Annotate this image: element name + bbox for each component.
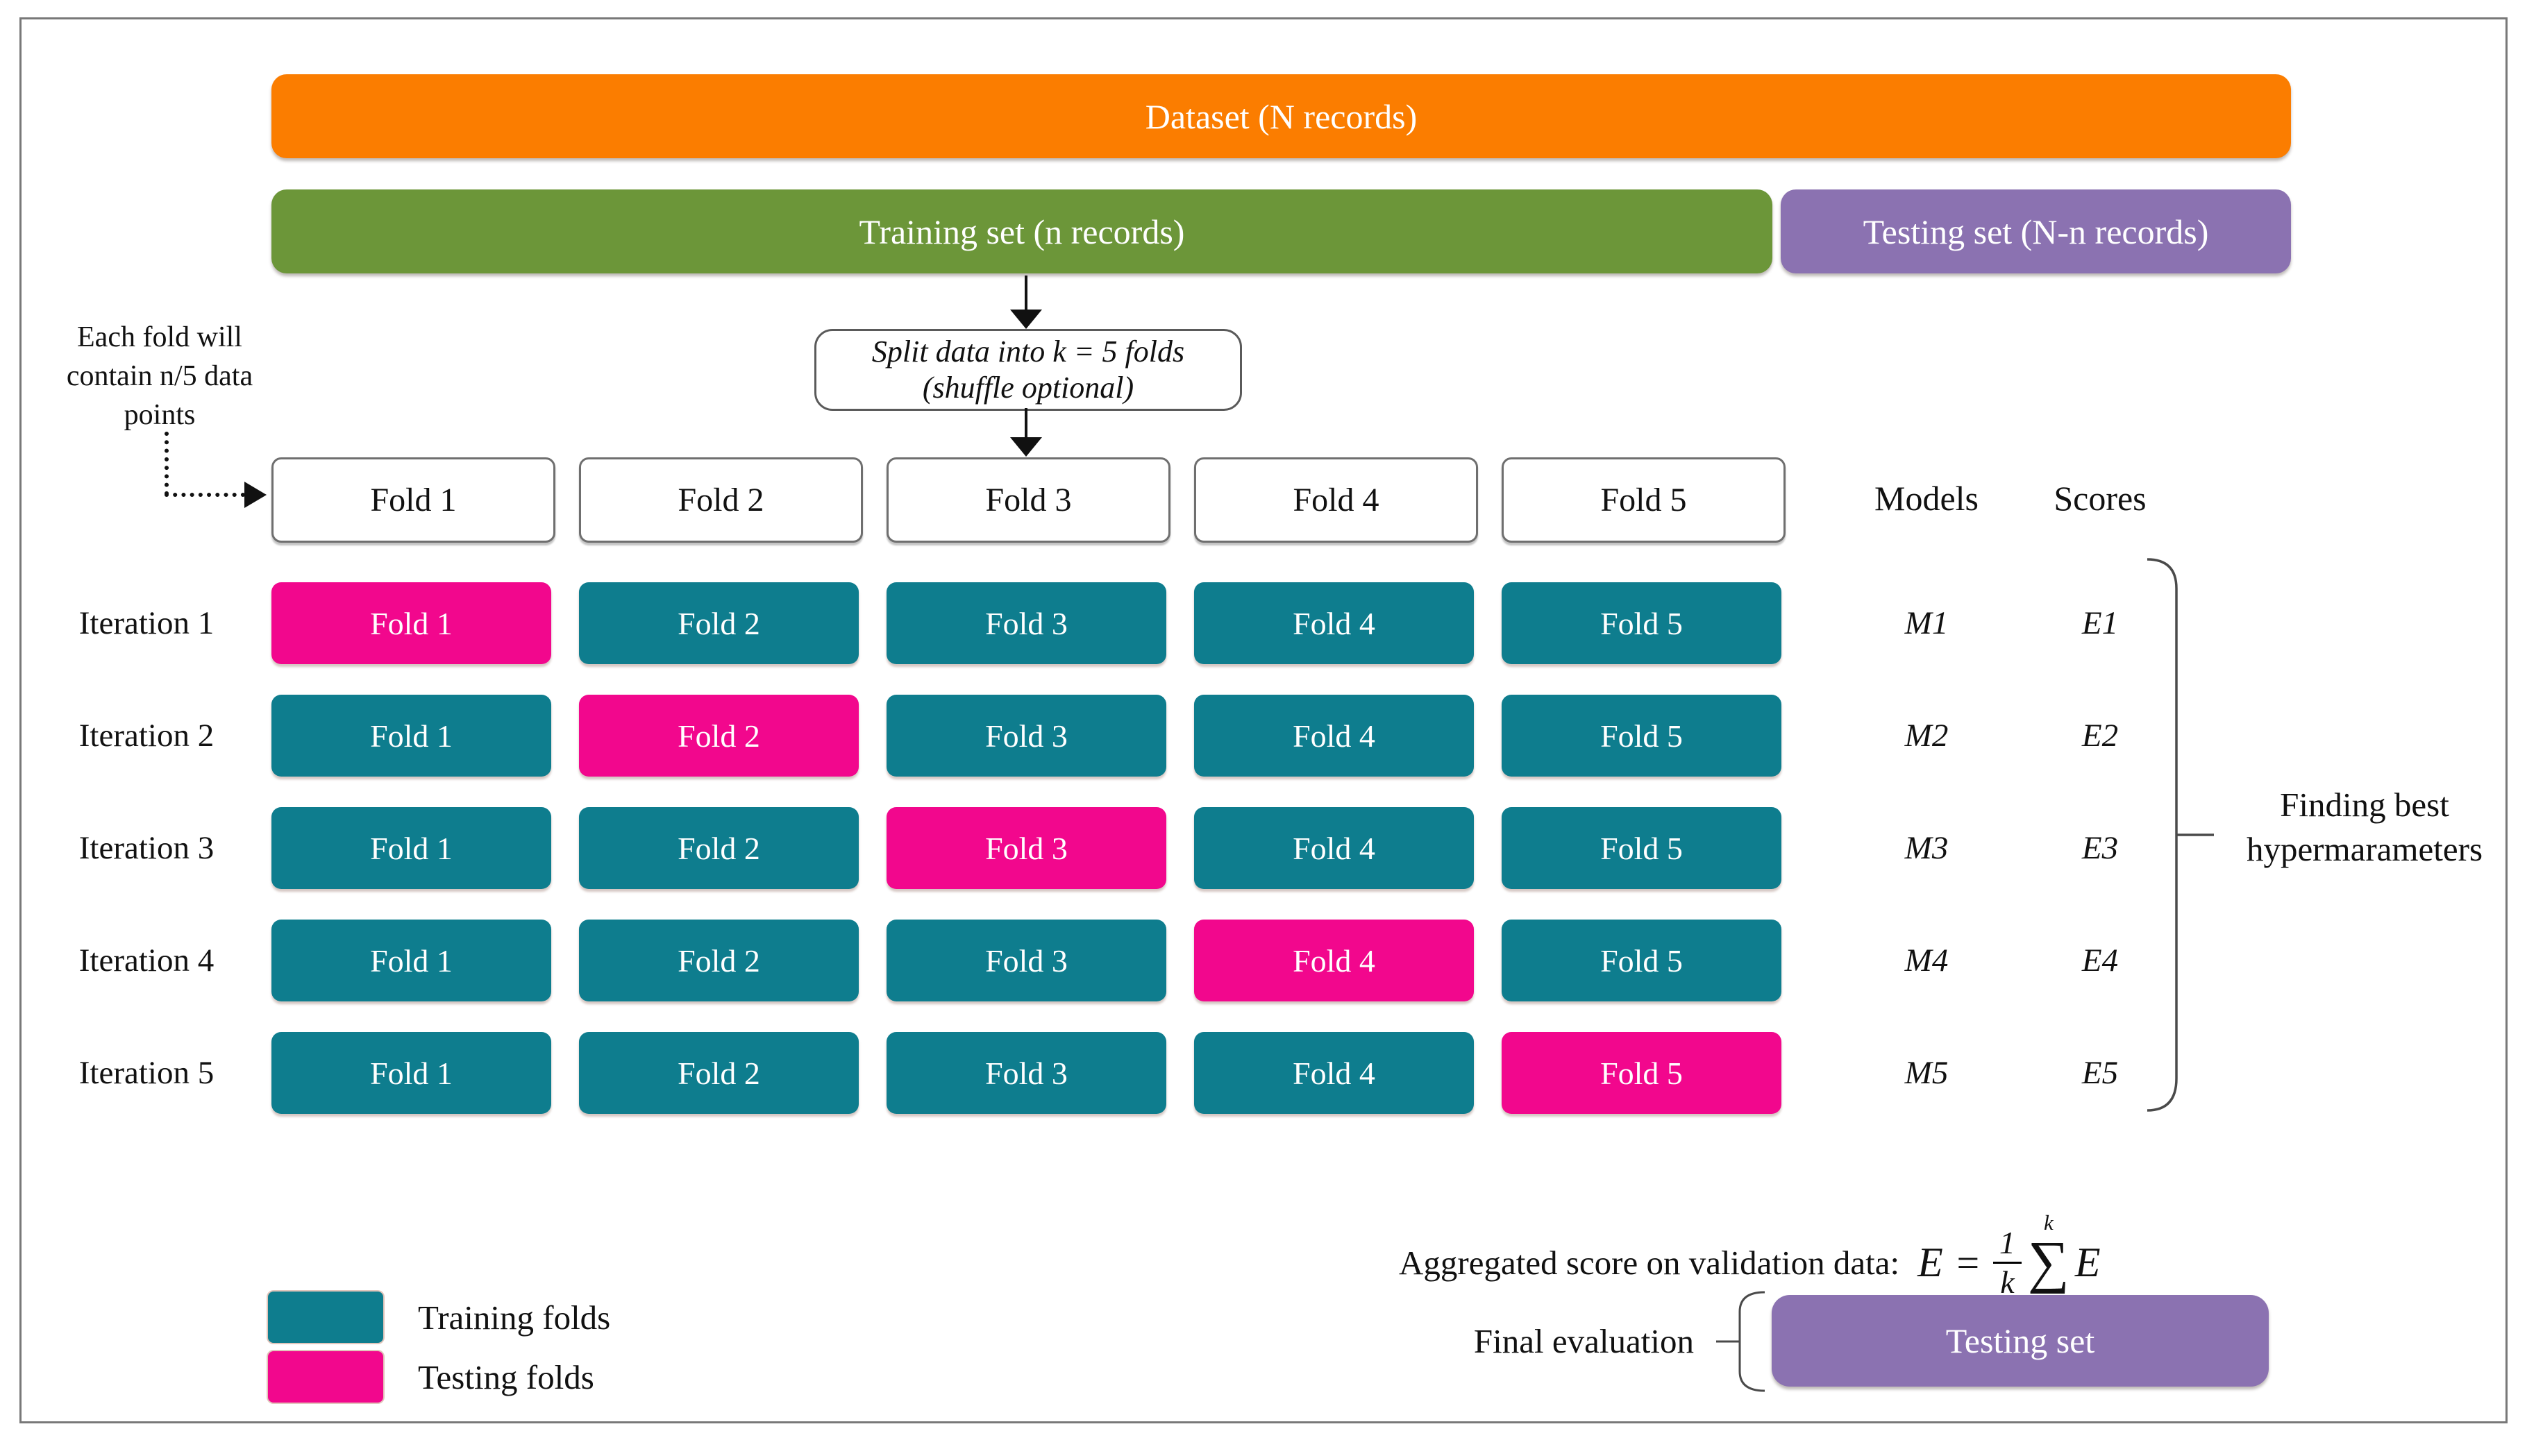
iter1-fold4-cell: Fold 4 <box>1194 582 1474 664</box>
iter3-score: E3 <box>2081 830 2119 866</box>
formula-equals: = <box>1954 1239 1981 1285</box>
iter5-fold3-cell: Fold 3 <box>887 1032 1166 1114</box>
iter5-score: E5 <box>2081 1055 2119 1091</box>
fold-header-4: Fold 4 <box>1194 457 1478 543</box>
iteration-3-label: Iteration 3 <box>78 830 215 866</box>
final-testing-set-box: Testing set <box>1772 1295 2269 1387</box>
arrow-training-to-split-line <box>1025 276 1027 310</box>
iter4-fold3-cell: Fold 3 <box>887 920 1166 1001</box>
fold-header-1: Fold 1 <box>271 457 555 543</box>
fold-header-5: Fold 5 <box>1502 457 1786 543</box>
iteration-2-label: Iteration 2 <box>78 718 215 754</box>
arrow-split-to-folds-line <box>1025 408 1027 439</box>
figure-border <box>19 17 2508 1423</box>
fold-header-2-label: Fold 2 <box>678 482 764 518</box>
iter1-score: E1 <box>2081 605 2119 641</box>
scores-column-header: Scores <box>2054 478 2147 518</box>
iter2-score: E2 <box>2081 718 2119 754</box>
fraction-numerator: 1 <box>1999 1224 2015 1260</box>
arrow-split-to-folds-head <box>1010 437 1042 457</box>
iter2-fold4-cell: Fold 4 <box>1194 695 1474 777</box>
iter5-fold4-cell: Fold 4 <box>1194 1032 1474 1114</box>
testing-set-bar: Testing set (N-n records) <box>1781 189 2291 273</box>
models-column-header: Models <box>1874 478 1979 518</box>
split-step-box: Split data into k = 5 folds (shuffle opt… <box>814 329 1242 411</box>
formula-term: E <box>2074 1239 2101 1285</box>
bracket-label-line2: hypermarameters <box>2246 830 2483 868</box>
bracket-label-line1: Finding best <box>2280 786 2449 824</box>
note-dotted-arrow-head <box>244 482 267 508</box>
iteration-5-label: Iteration 5 <box>78 1055 215 1091</box>
iter3-fold5-cell: Fold 5 <box>1502 807 1781 889</box>
iter1-fold3-cell: Fold 3 <box>887 582 1166 664</box>
dataset-bar-label: Dataset (N records) <box>1145 96 1418 136</box>
legend-testing-swatch <box>268 1351 383 1403</box>
iter1-fold2-cell: Fold 2 <box>579 582 859 664</box>
fraction-denominator: k <box>1993 1261 2022 1301</box>
iter3-fold3-cell: Fold 3 <box>887 807 1166 889</box>
iter4-fold2-cell: Fold 2 <box>579 920 859 1001</box>
iter2-fold5-cell: Fold 5 <box>1502 695 1781 777</box>
iter5-fold1-cell: Fold 1 <box>271 1032 551 1114</box>
training-set-bar: Training set (n records) <box>271 189 1772 273</box>
fold-header-1-label: Fold 1 <box>370 482 457 518</box>
aggregate-formula: E = 1 k k ∑ i=1 E i <box>1917 1211 2107 1322</box>
iteration-4-label: Iteration 4 <box>78 942 215 979</box>
dataset-bar: Dataset (N records) <box>271 74 2291 158</box>
fold-header-5-label: Fold 5 <box>1600 482 1687 518</box>
split-step-line2: (shuffle optional) <box>922 371 1134 405</box>
iter4-model: M4 <box>1904 942 1949 979</box>
iter2-fold3-cell: Fold 3 <box>887 695 1166 777</box>
formula-fraction: 1 k <box>1992 1224 2022 1301</box>
fold-size-note-line3: points <box>124 399 196 431</box>
training-set-bar-label: Training set (n records) <box>859 212 1185 251</box>
note-dotted-arrow-horizontal <box>165 493 245 497</box>
iter3-fold1-cell: Fold 1 <box>271 807 551 889</box>
legend-training-swatch <box>268 1292 383 1343</box>
arrow-training-to-split-head <box>1010 310 1042 329</box>
iter2-fold2-cell: Fold 2 <box>579 695 859 777</box>
summation-upper-limit: k <box>2043 1210 2054 1235</box>
aggregate-score-label: Aggregated score on validation data: <box>1399 1243 1900 1282</box>
iter2-model: M2 <box>1904 718 1949 754</box>
formula-summation: k ∑ i=1 <box>2028 1211 2070 1314</box>
fold-header-3-label: Fold 3 <box>985 482 1072 518</box>
iter1-model: M1 <box>1904 605 1949 641</box>
iter4-score: E4 <box>2081 942 2119 979</box>
iter4-fold5-cell: Fold 5 <box>1502 920 1781 1001</box>
iter2-fold1-cell: Fold 1 <box>271 695 551 777</box>
fold-header-3: Fold 3 <box>887 457 1170 543</box>
fold-size-note-line1: Each fold will <box>77 321 242 353</box>
final-testing-set-label: Testing set <box>1945 1321 2095 1360</box>
iter1-fold5-cell: Fold 5 <box>1502 582 1781 664</box>
iter3-fold2-cell: Fold 2 <box>579 807 859 889</box>
right-brace <box>2147 558 2214 1112</box>
sigma-symbol: ∑ <box>2027 1230 2070 1294</box>
fold-size-note-line2: contain n/5 data <box>66 360 253 392</box>
testing-set-bar-label: Testing set (N-n records) <box>1863 212 2209 251</box>
iter4-fold1-cell: Fold 1 <box>271 920 551 1001</box>
iter3-fold4-cell: Fold 4 <box>1194 807 1474 889</box>
note-dotted-arrow-vertical <box>165 432 169 496</box>
fold-size-note: Each fold will contain n/5 data points <box>50 318 269 434</box>
iteration-1-label: Iteration 1 <box>78 605 215 641</box>
iter5-fold2-cell: Fold 2 <box>579 1032 859 1114</box>
left-brace <box>1716 1291 1765 1392</box>
bracket-label: Finding best hypermarameters <box>2213 783 2516 872</box>
final-evaluation-label: Final evaluation <box>1473 1321 1694 1360</box>
iter1-fold1-cell: Fold 1 <box>271 582 551 664</box>
fold-header-4-label: Fold 4 <box>1293 482 1379 518</box>
iter5-model: M5 <box>1904 1055 1949 1091</box>
formula-lhs: E <box>1917 1239 1943 1285</box>
iter3-model: M3 <box>1904 830 1949 866</box>
iter5-fold5-cell: Fold 5 <box>1502 1032 1781 1114</box>
split-step-line1: Split data into k = 5 folds <box>871 335 1185 369</box>
legend-training-label: Training folds <box>418 1298 611 1337</box>
aggregate-score-row: Aggregated score on validation data: E =… <box>1399 1196 2301 1328</box>
legend-testing-label: Testing folds <box>418 1357 594 1396</box>
iter4-fold4-cell: Fold 4 <box>1194 920 1474 1001</box>
fold-header-2: Fold 2 <box>579 457 863 543</box>
